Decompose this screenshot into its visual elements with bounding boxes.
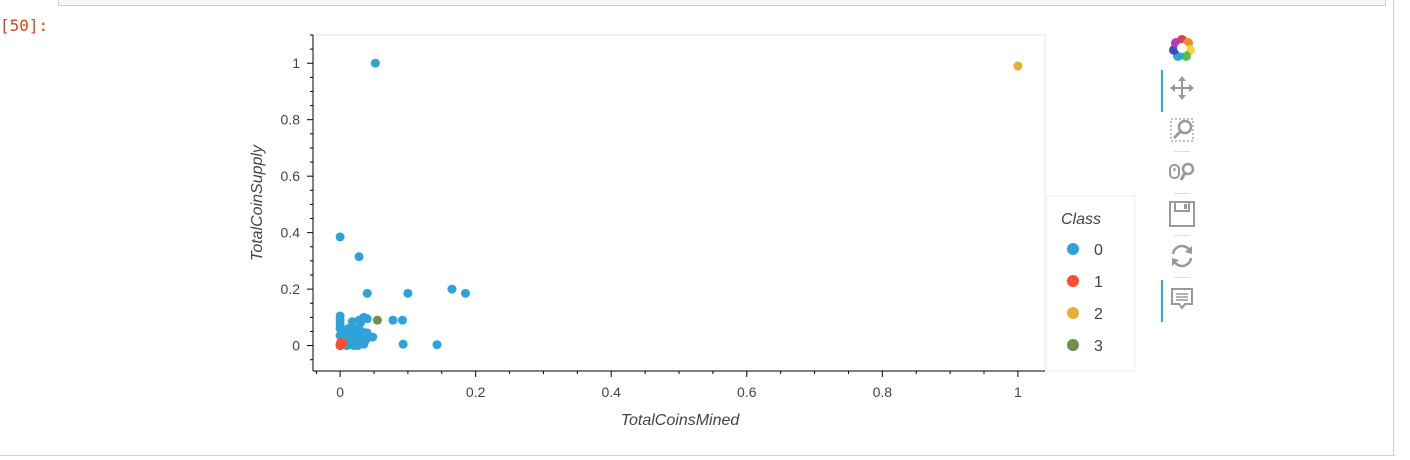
bokeh-logo-icon[interactable] xyxy=(1160,30,1204,66)
scatter-point-class-0 xyxy=(388,315,398,325)
box-zoom-tool-button[interactable] xyxy=(1160,112,1204,152)
data-points xyxy=(335,58,1023,351)
x-tick-label: 1 xyxy=(1014,384,1022,400)
scatter-point-class-0 xyxy=(362,288,372,298)
y-tick-label: 0.4 xyxy=(281,225,301,241)
legend-label-2: 2 xyxy=(1094,306,1103,323)
scatter-point-class-0 xyxy=(461,288,470,298)
scatter-point-class-0 xyxy=(397,315,407,325)
box-zoom-icon xyxy=(1170,118,1194,142)
scatter-point-class-0 xyxy=(347,317,357,327)
scatter-point-class-2 xyxy=(1013,61,1023,71)
y-axis: 0 0.2 0.4 0.6 0.8 1 xyxy=(281,34,314,371)
scatter-point-class-3 xyxy=(372,315,382,325)
save-icon xyxy=(1169,201,1195,227)
scatter-point-class-0 xyxy=(335,232,345,242)
tool-separator xyxy=(1174,235,1190,236)
wheel-zoom-tool-button[interactable] xyxy=(1160,154,1204,194)
execution-prompt: [50]: xyxy=(0,16,49,35)
tool-separator xyxy=(1174,277,1190,278)
y-tick-label: 0.2 xyxy=(281,281,301,297)
hover-tool-button[interactable] xyxy=(1160,280,1204,322)
scatter-point-class-1 xyxy=(336,337,346,347)
legend-label-1: 1 xyxy=(1094,274,1103,291)
scatter-point-class-0 xyxy=(398,339,408,349)
legend-label-3: 3 xyxy=(1094,338,1103,355)
scatter-point-class-0 xyxy=(335,324,345,334)
hover-icon xyxy=(1171,288,1193,310)
scatter-point-class-0 xyxy=(432,340,442,350)
previous-cell-bottom xyxy=(58,0,1386,6)
reset-tool-button[interactable] xyxy=(1160,238,1204,278)
scatter-point-class-0 xyxy=(361,335,371,345)
x-tick-label: 0.4 xyxy=(601,384,621,400)
active-indicator xyxy=(1161,70,1163,112)
x-axis-title: TotalCoinsMined xyxy=(621,412,741,429)
y-tick-label: 0.8 xyxy=(281,112,301,128)
y-tick-label: 1 xyxy=(292,55,300,71)
y-tick-label: 0.6 xyxy=(281,168,301,184)
reset-icon xyxy=(1171,244,1193,268)
wheel-zoom-icon xyxy=(1169,162,1195,181)
pan-icon xyxy=(1170,76,1194,100)
scatter-point-class-0 xyxy=(447,284,457,294)
legend-box xyxy=(1046,195,1136,372)
output-border-bottom xyxy=(0,455,1395,456)
tool-separator xyxy=(1174,193,1190,194)
legend-marker-2 xyxy=(1067,307,1079,319)
scatter-point-class-0 xyxy=(370,58,380,68)
legend-items: 0 1 2 3 xyxy=(1067,242,1103,355)
tool-separator xyxy=(1174,151,1190,152)
x-tick-label: 0.8 xyxy=(873,384,893,400)
x-axis: 0 0.2 0.4 0.6 0.8 1 xyxy=(313,370,1045,400)
x-tick-label: 0 xyxy=(336,384,344,400)
plot-frame xyxy=(312,34,1046,372)
x-tick-label: 0.2 xyxy=(466,384,486,400)
y-axis-title: TotalCoinSupply xyxy=(249,144,266,261)
y-tick-label: 0 xyxy=(292,338,300,354)
scatter-point-class-0 xyxy=(353,341,363,351)
legend-marker-0 xyxy=(1067,243,1079,255)
scatter-point-class-0 xyxy=(368,332,378,342)
legend-label-0: 0 xyxy=(1094,242,1103,259)
output-border-right xyxy=(1393,0,1394,456)
legend-marker-1 xyxy=(1067,275,1079,287)
scatter-point-class-0 xyxy=(354,252,364,262)
legend-title: Class xyxy=(1061,211,1101,228)
active-indicator xyxy=(1161,280,1163,322)
legend: Class 0 1 2 3 xyxy=(1046,195,1136,372)
x-tick-label: 0.6 xyxy=(737,384,757,400)
legend-marker-3 xyxy=(1067,339,1079,351)
scatter-point-class-0 xyxy=(403,288,413,298)
scatter-point-class-0 xyxy=(343,324,353,334)
save-tool-button[interactable] xyxy=(1160,196,1204,236)
scatter-point-class-0 xyxy=(355,318,365,328)
pan-tool-button[interactable] xyxy=(1160,70,1204,112)
